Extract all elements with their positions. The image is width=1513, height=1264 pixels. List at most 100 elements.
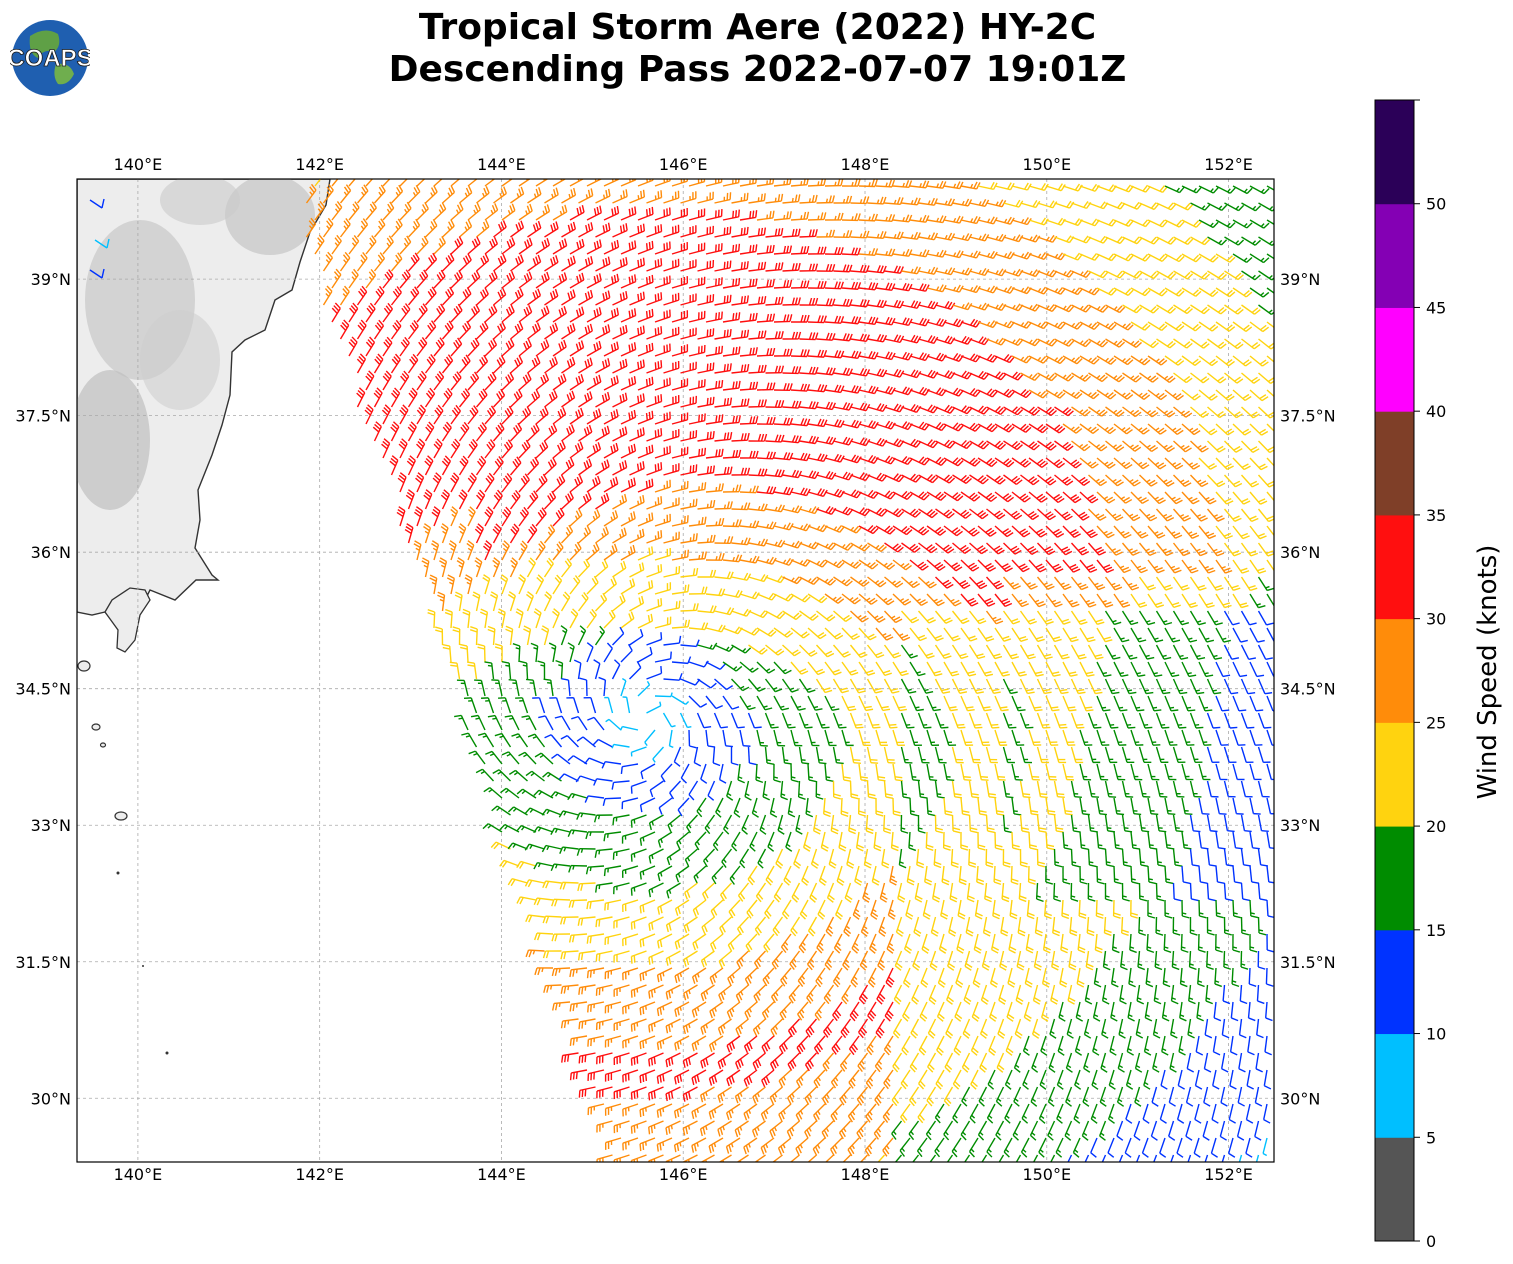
wind-barb [408, 184, 421, 204]
wind-barb [1215, 185, 1236, 194]
colorbar-tick-label: 35 [1426, 506, 1446, 525]
wind-barb [773, 211, 792, 221]
wind-barb [1215, 321, 1236, 332]
wind-barb [756, 313, 776, 323]
wind-barb [552, 272, 568, 289]
wind-barb [476, 219, 490, 238]
wind-barb [782, 262, 801, 272]
colorbar-segment [1375, 722, 1414, 827]
wind-barb [637, 308, 654, 323]
wind-barb [1011, 217, 1032, 226]
wind-barb [518, 305, 533, 323]
wind-barb [441, 320, 454, 340]
wind-barb [467, 202, 481, 221]
wind-barb [782, 194, 801, 204]
wind-barb [433, 236, 446, 255]
wind-barb [1215, 219, 1236, 229]
wind-barb [858, 213, 879, 222]
wind-barb [841, 179, 861, 187]
wind-barb [527, 254, 542, 272]
colorbar-segment [1375, 514, 1414, 620]
wind-barb [399, 303, 411, 323]
boso-peninsula [104, 587, 151, 653]
wind-barb [416, 303, 428, 323]
wind-barb [1190, 270, 1211, 280]
lon-tick-label: 150°E [1022, 155, 1071, 174]
wind-barb [1096, 321, 1117, 331]
wind-barb [1130, 253, 1151, 262]
wind-barb [663, 190, 680, 204]
wind-barb [867, 299, 887, 308]
wind-barb [527, 220, 542, 238]
wind-barb [1173, 304, 1193, 315]
wind-barb [467, 304, 481, 323]
wind-barb [1130, 219, 1151, 228]
wind-barb [603, 239, 620, 255]
wind-barb [1164, 253, 1185, 263]
wind-barb [544, 322, 559, 340]
wind-barb [1147, 321, 1168, 332]
wind-barb [739, 210, 758, 221]
wind-barb [467, 270, 481, 289]
wind-barb [799, 263, 819, 272]
wind-barb [476, 287, 489, 306]
wind-barb [671, 276, 689, 289]
wind-barb [510, 186, 525, 204]
wind-barb [926, 180, 947, 189]
wind-barb [442, 219, 455, 238]
wind-barb [901, 197, 921, 206]
wind-barb [1215, 287, 1236, 298]
lat-tick-label: 31.5°N [15, 953, 71, 972]
wind-barb [518, 237, 533, 255]
wind-barb [850, 299, 870, 308]
wind-barb [986, 268, 1007, 277]
colorbar-segment [1375, 1137, 1414, 1242]
wind-barb [416, 179, 426, 187]
wind-barb [407, 252, 420, 272]
lon-tick-label: 152°E [1204, 155, 1253, 174]
wind-barb [484, 236, 499, 255]
wind-barb [416, 235, 429, 255]
wind-barb [569, 306, 585, 323]
wind-barb [1156, 304, 1177, 314]
wind-barb [331, 302, 341, 323]
wind-barb [561, 255, 576, 272]
title-line-1: Tropical Storm Aere (2022) HY-2C [418, 7, 1097, 48]
wind-barb [748, 295, 767, 306]
wind-barb [1113, 253, 1134, 262]
wind-barb [1190, 236, 1211, 246]
wind-barb [348, 268, 359, 289]
wind-barb [671, 207, 688, 221]
wind-barb [688, 179, 706, 187]
wind-barb [1207, 304, 1227, 315]
wind-barb [680, 259, 697, 272]
wind-barb [722, 243, 741, 255]
wind-barb [586, 273, 602, 289]
wind-barb [620, 179, 637, 187]
wind-barb [1096, 253, 1117, 262]
island [91, 723, 101, 731]
wind-barb [586, 205, 602, 221]
wind-barb [739, 278, 758, 289]
wind-barb [1147, 185, 1168, 193]
wind-barb [858, 282, 879, 291]
wind-barb [790, 280, 810, 289]
wind-barb [399, 235, 412, 255]
wind-barb [356, 319, 367, 340]
wind-barb [586, 239, 602, 255]
wind-barb [552, 238, 568, 255]
wind-barb [450, 303, 463, 323]
wind-barb [1249, 219, 1270, 229]
wind-barb [935, 300, 956, 310]
wind-barb [714, 226, 732, 238]
wind-barb [1181, 219, 1202, 228]
wind-barb [586, 307, 602, 323]
wind-barb [1071, 304, 1092, 313]
colorbar-tick-label: 30 [1426, 610, 1446, 629]
wind-barb [926, 215, 947, 224]
wind-barb [688, 208, 706, 221]
wind-barb [629, 257, 646, 272]
wind-barb [1045, 321, 1066, 330]
wind-barb [518, 179, 531, 187]
wind-barb [1241, 304, 1261, 315]
